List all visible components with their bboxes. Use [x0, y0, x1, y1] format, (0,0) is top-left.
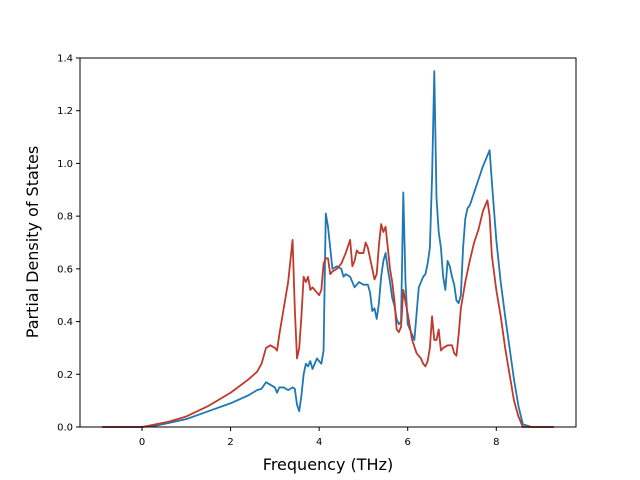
y-tick-label: 0.8: [57, 212, 73, 223]
series-line-1: [102, 70, 554, 428]
y-tick-label: 0.6: [57, 264, 73, 275]
x-axis-label: Frequency (THz): [263, 455, 393, 474]
y-axis-label: Partial Density of States: [23, 146, 42, 338]
x-axis-ticks: 0 2 4 6 8: [139, 427, 499, 448]
y-tick-label: 1.2: [57, 106, 73, 117]
x-tick-label: 2: [227, 437, 233, 448]
y-tick-label: 1.0: [57, 159, 73, 170]
y-axis-ticks: 0.0 0.2 0.4 0.6 0.8 1.0 1.2 1.4: [57, 54, 80, 434]
x-tick-label: 0: [139, 437, 145, 448]
series-line-2: [102, 199, 554, 428]
x-tick-label: 4: [316, 437, 322, 448]
x-tick-label: 8: [493, 437, 499, 448]
y-tick-label: 0.4: [57, 317, 73, 328]
y-tick-label: 0.2: [57, 370, 73, 381]
y-tick-label: 1.4: [57, 54, 73, 65]
series-layer: [102, 70, 554, 428]
x-tick-label: 6: [405, 437, 411, 448]
y-tick-label: 0.0: [57, 423, 73, 434]
plot-frame: [79, 57, 577, 428]
